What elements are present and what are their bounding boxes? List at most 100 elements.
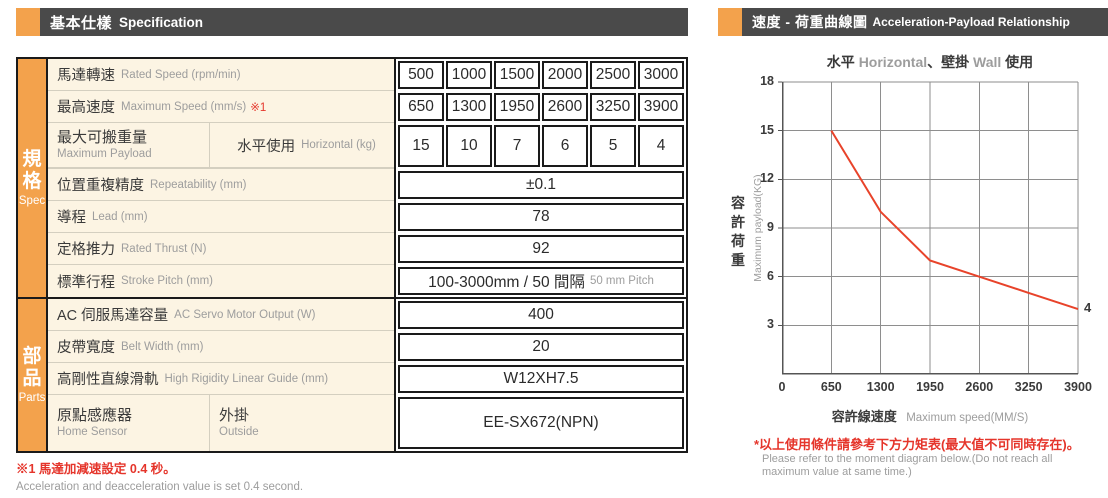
x-axis-title-zh: 容許線速度 — [831, 409, 897, 424]
value-cell-merged: 20 — [398, 333, 684, 361]
label-en: Belt Width (mm) — [121, 340, 204, 353]
orange-accent-square — [718, 8, 742, 36]
label-en: AC Servo Motor Output (W) — [174, 308, 316, 321]
label-en: Horizontal (kg) — [301, 139, 376, 151]
side-char: 品 — [22, 368, 42, 389]
label-en: Maximum Speed (mm/s) — [121, 100, 247, 113]
label-sub-condition: 外掛 Outside — [210, 395, 394, 451]
y-tick-label: 15 — [760, 122, 774, 137]
value-cell: 1300 — [446, 93, 492, 121]
row-label: 位置重複精度 Repeatability (mm) — [48, 169, 394, 201]
value-cell: 3000 — [638, 61, 684, 89]
spec-header-bar: 基本仕樣 Specification — [40, 8, 688, 36]
footnote-zh: ※1 馬達加減速設定 0.4 秒。 — [16, 462, 176, 476]
value-cell-merged: 100-3000mm / 50 間隔 50 mm Pitch — [398, 267, 684, 295]
side-char: 規 — [22, 149, 42, 170]
row-label: 定格推力 Rated Thrust (N) — [48, 233, 394, 265]
spec-section-header: 基本仕樣 Specification — [16, 8, 688, 36]
label-zh: 導程 — [57, 210, 86, 226]
chart-title-en: Wall — [973, 54, 1002, 70]
table-row-servo-output: AC 伺服馬達容量 AC Servo Motor Output (W) 400 — [48, 299, 686, 331]
spec-header-title-zh: 基本仕樣 — [50, 14, 113, 32]
footnote-en: Acceleration and deacceleration value is… — [16, 481, 304, 493]
label-en: Home Sensor — [57, 426, 128, 438]
label-zh: 定格推力 — [57, 242, 115, 258]
spec-footnotes: ※1 馬達加減速設定 0.4 秒。 Acceleration and deacc… — [16, 458, 303, 493]
value-cell-merged: EE-SX672(NPN) — [398, 397, 684, 449]
label-zh: 馬達轉速 — [57, 68, 115, 84]
row-values: EE-SX672(NPN) — [394, 395, 686, 451]
row-label: 皮帶寬度 Belt Width (mm) — [48, 331, 394, 363]
chart-title-en: Horizontal — [858, 54, 928, 70]
row-values: W12XH7.5 — [394, 363, 686, 395]
spec-header-title-en: Specification — [119, 14, 204, 30]
label-zh: 水平使用 — [237, 138, 296, 155]
label-zh: 高剛性直線滑軌 — [57, 372, 159, 388]
label-en: Rated Thrust (N) — [121, 242, 207, 255]
table-row-rated-speed: 馬達轉速 Rated Speed (rpm/min) 500 1000 1500… — [48, 59, 686, 91]
label-main: 原點感應器 Home Sensor — [48, 395, 210, 451]
table-row-max-speed: 最高速度 Maximum Speed (mm/s) ※1 650 1300 19… — [48, 91, 686, 123]
row-values: 400 — [394, 299, 686, 331]
chart-section-header: 速度 - 荷重曲線圖 Acceleration-Payload Relation… — [718, 8, 1108, 36]
section-divider — [18, 297, 686, 299]
y-axis-title-char: 重 — [731, 252, 745, 268]
table-row-belt-width: 皮帶寬度 Belt Width (mm) 20 — [48, 331, 686, 363]
chart-title-zh: 水平 — [826, 54, 859, 70]
label-zh: 最大可搬重量 — [57, 129, 148, 146]
row-label: 高剛性直線滑軌 High Rigidity Linear Guide (mm) — [48, 363, 394, 395]
orange-accent-square — [16, 8, 40, 36]
footnote-marker: ※1 — [250, 101, 267, 114]
row-values: 78 — [394, 201, 686, 233]
label-zh: 外掛 — [219, 407, 250, 424]
y-axis-title-char: 許 — [731, 214, 745, 230]
x-tick-label: 1950 — [916, 380, 944, 394]
spec-section: 規 格 Spec 馬達轉速 Rated Speed (rpm/min) 500 … — [18, 59, 686, 297]
row-values: 650 1300 1950 2600 3250 3900 — [394, 91, 686, 123]
y-axis-title-char: 荷 — [731, 233, 745, 249]
x-tick-label: 2600 — [965, 380, 994, 394]
value-cell: 4 — [638, 125, 684, 167]
y-tick-label: 6 — [767, 268, 774, 283]
row-label: 最高速度 Maximum Speed (mm/s) ※1 — [48, 91, 394, 123]
value-cell: 2500 — [590, 61, 636, 89]
y-axis-title-zh: 容許荷重 — [730, 194, 746, 270]
value-cell-merged: 78 — [398, 203, 684, 231]
chart-note-en: Please refer to the moment diagram below… — [762, 453, 1053, 478]
side-label-en: Parts — [18, 392, 46, 404]
label-sub-condition: 水平使用 Horizontal (kg) — [210, 123, 394, 168]
value-cell: 2000 — [542, 61, 588, 89]
label-zh: 標準行程 — [57, 274, 115, 291]
label-zh: 原點感應器 — [57, 407, 133, 424]
value-cell: 3250 — [590, 93, 636, 121]
label-en: Lead (mm) — [92, 210, 148, 223]
label-zh: 皮帶寬度 — [57, 340, 115, 356]
value-cell: 1500 — [494, 61, 540, 89]
table-row-rated-thrust: 定格推力 Rated Thrust (N) 92 — [48, 233, 686, 265]
table-row-home-sensor: 原點感應器 Home Sensor 外掛 Outside EE-SX672(NP… — [48, 395, 686, 451]
label-zh: 最高速度 — [57, 100, 115, 116]
side-char: 格 — [22, 171, 42, 192]
value-cell: 650 — [398, 93, 444, 121]
chart-header-bar: 速度 - 荷重曲線圖 Acceleration-Payload Relation… — [742, 8, 1108, 36]
value-cell-merged: 92 — [398, 235, 684, 263]
value-cell-merged: W12XH7.5 — [398, 365, 684, 393]
value-cell: 15 — [398, 125, 444, 167]
y-axis-title-char: 容 — [731, 195, 745, 211]
y-tick-label: 3 — [767, 317, 774, 332]
row-values: 500 1000 1500 2000 2500 3000 — [394, 59, 686, 91]
value-cell: 500 — [398, 61, 444, 89]
value-cell: 10 — [446, 125, 492, 167]
row-label: 馬達轉速 Rated Speed (rpm/min) — [48, 59, 394, 91]
label-zh: 位置重複精度 — [57, 178, 144, 194]
chart-note-zh: *以上使用條件請參考下方力矩表(最大值不可同時存在)。 — [754, 437, 1080, 452]
spec-side-tab: 規 格 Spec — [18, 59, 48, 297]
row-values: 92 — [394, 233, 686, 265]
line-end-value-label: 4 — [1084, 300, 1092, 315]
value-cell: 2600 — [542, 93, 588, 121]
chart-plot-area — [778, 81, 1079, 375]
x-tick-label: 0 — [778, 380, 786, 394]
y-tick-label: 9 — [767, 220, 774, 234]
label-zh: AC 伺服馬達容量 — [57, 308, 169, 324]
value-cell-merged: ±0.1 — [398, 171, 684, 199]
